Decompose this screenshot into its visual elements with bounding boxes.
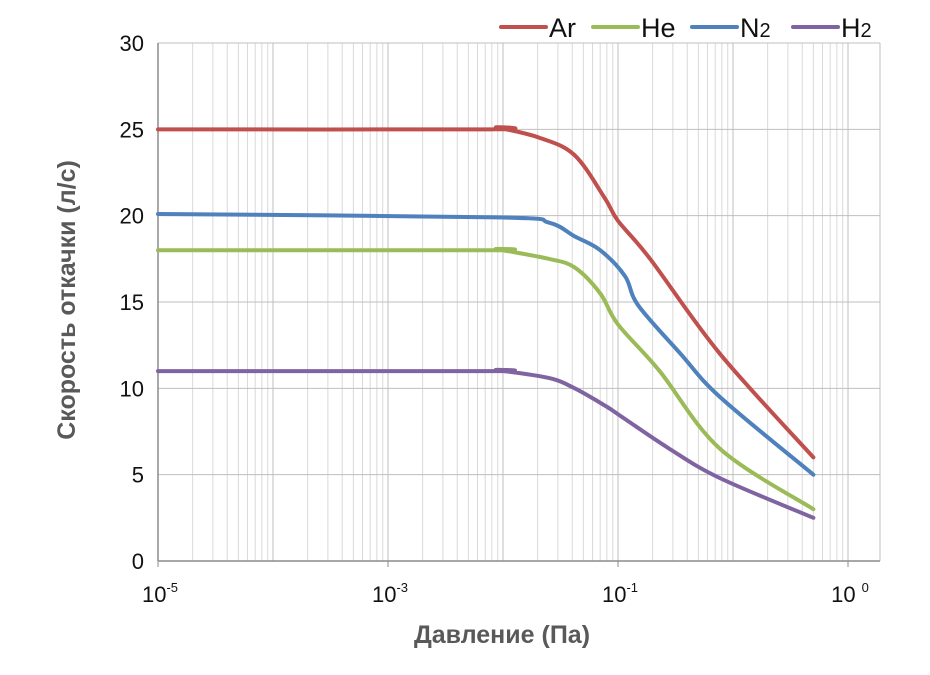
y-tick-label: 15 [120, 290, 144, 315]
legend-label-main: N [740, 13, 760, 43]
legend-label-he: He [641, 13, 676, 43]
y-tick-label: 0 [132, 549, 144, 574]
y-tick-label: 10 [120, 376, 144, 401]
y-tick-label: 25 [120, 117, 144, 142]
legend-label-subscript: 2 [861, 20, 872, 42]
legend-label-main: He [641, 13, 676, 43]
tick-base: 10 [602, 582, 626, 607]
legend-label-n2: N2 [740, 13, 771, 43]
series-line-he [156, 246, 816, 512]
x-tick-labels: 10-5 10-3 10-1 10 0 [142, 561, 869, 607]
legend-label-main: Ar [549, 13, 576, 43]
tick-exponent: -5 [166, 580, 178, 595]
series-line-ar [156, 125, 816, 460]
series-lines [156, 125, 816, 520]
legend-label-h2: H2 [841, 13, 872, 43]
tick-base: 10 [142, 582, 166, 607]
legend: Ar He N2 H2 [499, 13, 872, 43]
tick-base: 10 [831, 582, 862, 607]
legend-label-subscript: 2 [760, 20, 771, 42]
series-line-h2 [156, 367, 816, 520]
y-tick-label: 30 [120, 31, 144, 56]
y-tick-label: 20 [120, 204, 144, 229]
series-line-n2 [156, 211, 816, 477]
tick-base: 10 [372, 582, 396, 607]
y-tick-labels: 0 5 10 15 20 25 30 [120, 31, 144, 574]
x-axis-title: Давление (Па) [414, 621, 590, 649]
x-tick-label: 10-5 [142, 580, 178, 607]
tick-exponent: -3 [396, 580, 408, 595]
x-tick-label: 10-1 [602, 580, 638, 607]
y-tick-label: 5 [132, 463, 144, 488]
x-tick-label: 10 0 [831, 580, 869, 607]
legend-label-main: H [841, 13, 861, 43]
tick-exponent: -1 [626, 580, 638, 595]
legend-label-ar: Ar [549, 13, 576, 43]
x-tick-label: 10-3 [372, 580, 408, 607]
y-axis-title: Скорость откачки (л/с) [53, 160, 81, 440]
tick-exponent: 0 [862, 580, 869, 595]
